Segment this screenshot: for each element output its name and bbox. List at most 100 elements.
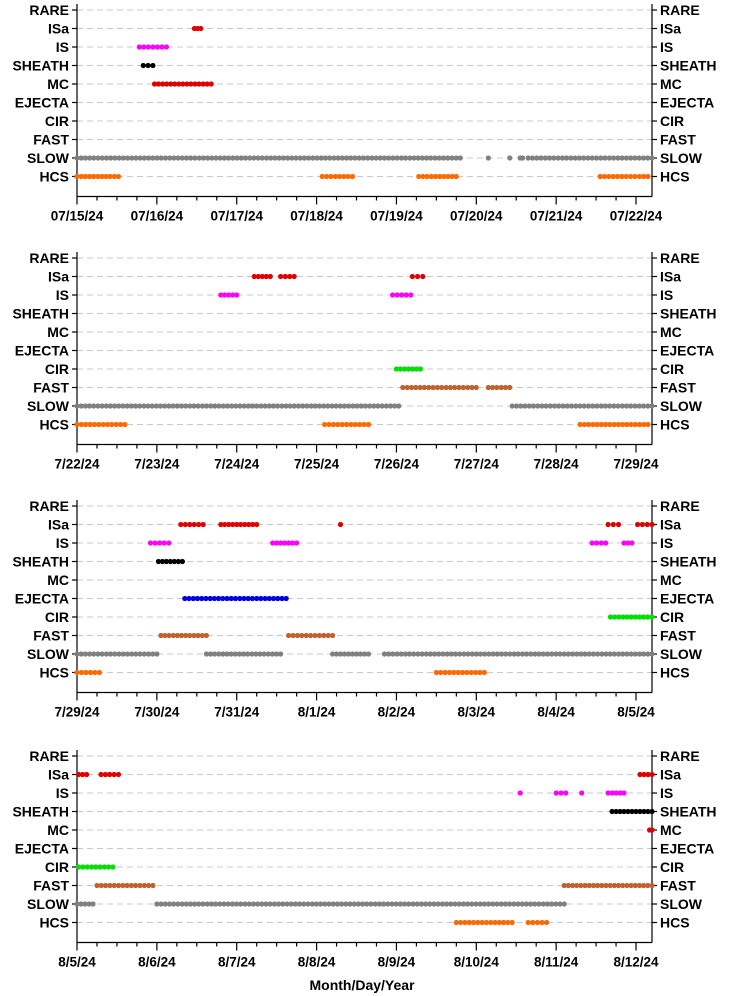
point-slow — [367, 403, 373, 409]
segment-is-1 — [136, 44, 169, 50]
point-slow — [636, 403, 642, 409]
x-tick-label: 07/21/24 — [530, 209, 583, 224]
point-slow — [309, 901, 315, 907]
segment-slow-2 — [485, 155, 491, 161]
y-label-left-slow: SLOW — [27, 150, 70, 166]
x-tick-label: 7/30/24 — [134, 705, 180, 720]
point-fast — [203, 632, 209, 639]
point-fast — [611, 882, 618, 889]
point-slow — [636, 651, 643, 657]
point-fast — [308, 632, 314, 639]
x-tick-label: 8/11/24 — [534, 955, 579, 970]
segment-isa-4 — [605, 521, 622, 528]
y-label-right-isa: ISa — [660, 269, 681, 285]
point-slow — [365, 155, 371, 161]
y-label-right-hcs: HCS — [660, 665, 690, 681]
y-label-left-fast: FAST — [33, 628, 69, 644]
y-label-left-cir: CIR — [45, 113, 69, 129]
point-slow — [576, 155, 583, 161]
point-fast — [607, 882, 613, 889]
point-slow — [237, 403, 243, 409]
point-isa — [649, 771, 655, 778]
point-slow — [453, 155, 459, 161]
x-tick-label: 07/16/24 — [131, 209, 184, 224]
segment-fast-2 — [485, 384, 513, 391]
point-slow — [624, 651, 630, 657]
x-tick-label: 07/22/24 — [610, 209, 663, 224]
point-hcs — [470, 919, 477, 926]
point-slow — [603, 651, 609, 657]
y-label-left-is: IS — [56, 535, 69, 551]
point-slow — [536, 901, 542, 907]
point-fast — [632, 882, 638, 889]
point-slow — [486, 651, 492, 657]
point-slow — [369, 155, 375, 161]
y-label-right-is: IS — [660, 39, 673, 55]
point-slow — [549, 651, 555, 657]
point-slow — [276, 901, 282, 907]
segment-slow-1 — [74, 901, 96, 907]
point-slow — [473, 901, 479, 907]
y-label-right-sheath: SHEATH — [660, 804, 717, 820]
point-slow — [280, 901, 286, 907]
point-hcs — [505, 919, 511, 926]
point-hcs — [645, 421, 651, 428]
point-hcs — [348, 421, 354, 428]
point-slow — [266, 403, 272, 409]
point-isa — [98, 771, 104, 778]
point-slow — [551, 155, 557, 161]
y-label-right-cir: CIR — [660, 361, 684, 377]
point-slow — [372, 901, 378, 907]
point-fast — [158, 632, 164, 639]
point-slow — [403, 155, 409, 161]
point-slow — [350, 403, 356, 409]
point-ejecta — [220, 595, 226, 602]
point-isa — [287, 273, 293, 280]
point-hcs — [82, 173, 88, 180]
point-slow — [333, 403, 339, 409]
segment-isa-2 — [98, 771, 122, 778]
point-slow — [232, 651, 238, 657]
point-ejecta — [275, 595, 281, 602]
point-fast — [421, 384, 427, 391]
point-slow — [272, 155, 278, 161]
point-hcs — [606, 173, 612, 180]
point-cir — [76, 864, 82, 870]
y-label-left-cir: CIR — [45, 361, 69, 377]
point-hcs — [455, 669, 461, 676]
point-is — [517, 790, 523, 796]
point-slow — [297, 155, 303, 161]
point-slow — [436, 651, 442, 657]
point-slow — [519, 901, 525, 907]
point-hcs — [453, 173, 459, 180]
point-slow — [103, 651, 109, 657]
point-fast — [174, 632, 180, 639]
point-slow — [341, 651, 348, 657]
point-slow — [312, 403, 318, 409]
point-hcs — [332, 173, 338, 180]
point-slow — [316, 403, 322, 409]
point-fast — [124, 882, 130, 889]
point-fast — [439, 384, 445, 391]
point-slow — [530, 403, 537, 409]
point-isa — [639, 521, 646, 528]
point-hcs — [424, 173, 430, 180]
point-hcs — [462, 919, 468, 926]
point-hcs — [336, 173, 343, 180]
point-isa — [238, 521, 244, 528]
point-hcs — [78, 421, 84, 428]
point-slow — [264, 155, 270, 161]
y-label-right-rare: RARE — [660, 498, 700, 514]
point-sheath — [150, 62, 156, 69]
point-hcs — [78, 669, 85, 676]
point-slow — [74, 651, 80, 657]
point-slow — [345, 651, 352, 657]
point-hcs — [481, 669, 487, 676]
point-slow — [234, 155, 240, 161]
point-slow — [91, 651, 97, 657]
point-is — [234, 292, 240, 298]
y-label-right-hcs: HCS — [660, 169, 690, 185]
point-hcs — [501, 919, 507, 926]
y-label-right-rare: RARE — [660, 250, 700, 266]
point-hcs — [87, 421, 93, 428]
